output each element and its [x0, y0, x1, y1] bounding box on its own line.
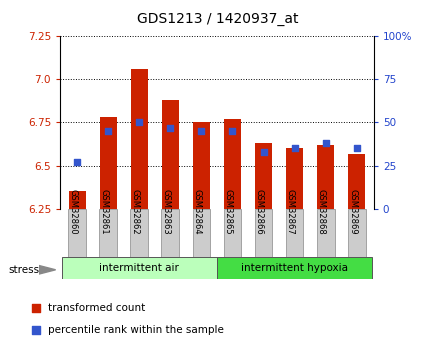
Text: transformed count: transformed count — [48, 303, 146, 313]
Point — [136, 120, 143, 125]
Point — [260, 149, 267, 155]
Bar — [193, 209, 210, 257]
Point — [167, 125, 174, 130]
Point — [308, 215, 315, 220]
Text: GSM32864: GSM32864 — [193, 189, 202, 235]
Text: stress: stress — [8, 265, 39, 275]
Bar — [317, 209, 335, 257]
Bar — [255, 143, 272, 209]
Bar — [317, 145, 334, 209]
Bar — [193, 122, 210, 209]
Text: GSM32861: GSM32861 — [100, 189, 109, 235]
Text: intermittent air: intermittent air — [99, 263, 179, 273]
Text: GSM32866: GSM32866 — [255, 189, 264, 235]
Bar — [162, 209, 179, 257]
Text: GSM32867: GSM32867 — [286, 189, 295, 235]
Text: percentile rank within the sample: percentile rank within the sample — [48, 325, 224, 335]
Bar — [224, 119, 241, 209]
Point — [105, 128, 112, 134]
Point — [198, 128, 205, 134]
Bar — [162, 100, 179, 209]
Bar — [348, 209, 366, 257]
Text: GSM32869: GSM32869 — [348, 189, 357, 235]
Bar — [100, 117, 117, 209]
Bar — [224, 209, 241, 257]
Bar — [348, 154, 365, 209]
Bar — [286, 209, 303, 257]
Text: GDS1213 / 1420937_at: GDS1213 / 1420937_at — [138, 12, 299, 26]
Point — [73, 159, 81, 165]
Point — [229, 128, 236, 134]
Bar — [130, 209, 148, 257]
Bar — [99, 209, 117, 257]
Text: GSM32863: GSM32863 — [162, 189, 170, 235]
Bar — [69, 191, 86, 209]
Text: GSM32865: GSM32865 — [224, 189, 233, 235]
Polygon shape — [39, 265, 56, 274]
Text: GSM32862: GSM32862 — [130, 189, 140, 235]
Bar — [286, 148, 303, 209]
Bar — [68, 209, 86, 257]
Bar — [217, 257, 372, 279]
Point — [291, 146, 298, 151]
Bar — [255, 209, 272, 257]
Point — [322, 140, 329, 146]
Text: GSM32868: GSM32868 — [317, 189, 326, 235]
Bar — [61, 257, 217, 279]
Text: GSM32860: GSM32860 — [69, 189, 77, 235]
Bar — [131, 69, 148, 209]
Point — [353, 146, 360, 151]
Text: intermittent hypoxia: intermittent hypoxia — [241, 263, 348, 273]
Point — [308, 11, 315, 16]
